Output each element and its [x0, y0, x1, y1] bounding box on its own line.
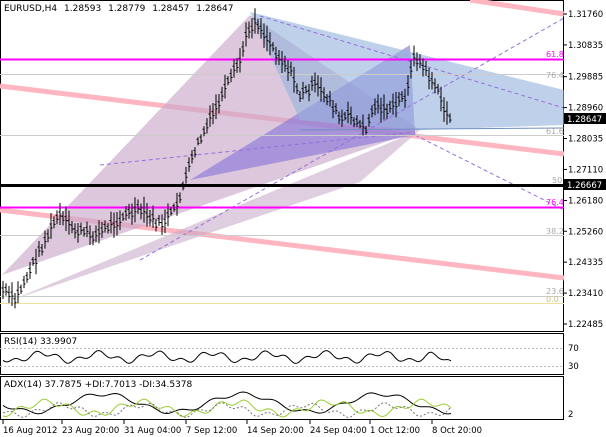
price-tick-label: 1.24335: [568, 258, 603, 268]
rsi-panel-border: [0, 333, 564, 375]
fibonacci-levels[interactable]: [0, 58, 564, 304]
minus-di-line: [2, 402, 452, 418]
price-tick-label: 1.28035: [568, 135, 603, 145]
current-price-box: [564, 113, 606, 124]
fib-label-lower-764: 76.4: [546, 198, 564, 207]
time-tick-label: 1 Oct 12:00: [370, 426, 420, 436]
time-tick-label: 8 Oct 20:00: [432, 426, 482, 436]
rsi-line: [2, 349, 452, 364]
current-price-label: 1.28647: [567, 115, 602, 125]
level-price-box: [564, 179, 606, 190]
dashed-line-2[interactable]: [259, 15, 565, 109]
support-line[interactable]: [299, 127, 565, 131]
fib-label-lower-50: 50: [552, 176, 562, 185]
price-tick-label: 1.30835: [568, 41, 603, 51]
price-axis: 1.31760 1.30835 1.29885 1.28960 1.28035 1.271…: [563, 10, 603, 330]
dashed-line-1[interactable]: [99, 131, 416, 166]
time-tick-label: 16 Aug 2012: [3, 426, 57, 436]
low-value: 1.28457: [152, 4, 189, 14]
fib-label-upper-764: 76.4: [546, 71, 564, 80]
dashed-line-3[interactable]: [139, 17, 565, 261]
time-tick-label: 31 Aug 04:00: [124, 426, 181, 436]
high-value: 1.28779: [108, 4, 145, 14]
rsi-axis-30: 30: [568, 362, 579, 372]
price-tick-label: 1.28960: [568, 104, 603, 114]
price-tick-label: 1.26180: [568, 197, 603, 207]
price-tick-label: 1.23410: [568, 289, 603, 299]
plus-di-line: [2, 398, 452, 418]
price-tick-label: 1.27110: [568, 165, 603, 175]
level-price-label: 1.26667: [567, 181, 602, 191]
close-value: 1.28647: [196, 4, 233, 14]
fib-label-lower-382: 38.2: [546, 227, 564, 236]
fib-label-upper-618: 61.8: [546, 50, 564, 59]
fib-label-lower-236: 23.6: [546, 287, 564, 296]
price-tick-label: 1.31760: [568, 10, 603, 20]
time-tick-label: 14 Sep 20:00: [247, 426, 304, 436]
triangle-lower[interactable]: [12, 130, 420, 300]
triangle-blue[interactable]: [250, 12, 564, 130]
adx-line: [2, 391, 452, 415]
time-axis: 16 Aug 2012 23 Aug 20:00 31 Aug 04:00 7 Sep…: [2, 420, 482, 436]
adx-panel-border: [0, 376, 564, 420]
fib-label-upper-618-b: 61.6: [546, 127, 564, 136]
adx-axis-2: 2: [568, 410, 573, 420]
adx-label: ADX(14) 37.7875 +DI:7.7013 -DI:34.5378: [4, 380, 193, 390]
price-tick-label: 1.22485: [568, 320, 603, 330]
open-value: 1.28593: [64, 4, 101, 14]
price-bars: [1, 8, 452, 309]
rsi-axis-70: 70: [568, 344, 579, 354]
symbol-label: EURUSD,H4: [4, 4, 57, 14]
drawing-objects[interactable]: [0, 0, 565, 300]
time-tick-label: 23 Aug 20:00: [62, 426, 119, 436]
pink-channel-line-3[interactable]: [469, 0, 565, 17]
rsi-label: RSI(14) 33.9907: [4, 337, 77, 347]
time-tick-label: 24 Sep 04:00: [310, 426, 367, 436]
fib-label-lower-0: 0.0: [546, 295, 559, 304]
price-tick-label: 1.25260: [568, 227, 603, 237]
time-tick-label: 7 Sep 12:00: [186, 426, 237, 436]
svg-text:EURUSD,H4 1.28593 1.28: EURUSD,H4 1.28593 1.28779 1.28457 1.2864…: [4, 4, 234, 14]
price-tick-label: 1.29885: [568, 73, 603, 83]
main-panel-border: [0, 0, 564, 332]
